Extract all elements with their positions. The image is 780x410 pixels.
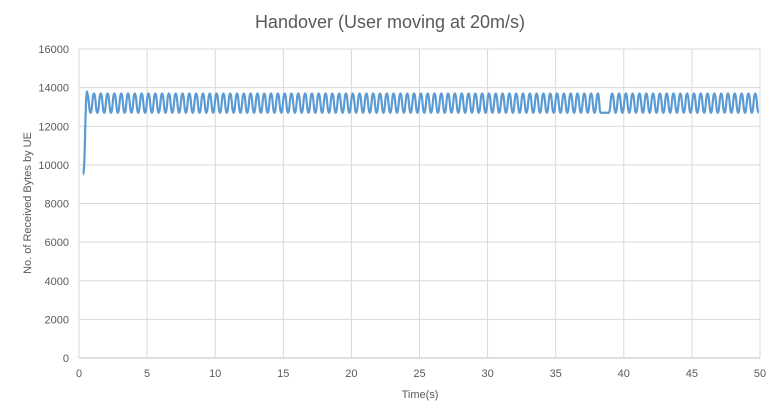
y-tick-label: 12000 [38, 121, 69, 133]
series-line [81, 90, 760, 176]
x-tick-label: 5 [144, 368, 150, 380]
y-axis-ticks: 0 2000 4000 6000 8000 10000 12000 14000 16000 [38, 44, 69, 365]
y-tick-label: 0 [63, 353, 69, 365]
x-tick-label: 20 [345, 368, 357, 380]
y-tick-label: 2000 [45, 314, 69, 326]
chart-title: Handover (User moving at 20m/s) [255, 12, 525, 32]
x-tick-label: 35 [550, 368, 562, 380]
x-tick-label: 30 [481, 368, 493, 380]
x-tick-label: 45 [686, 368, 698, 380]
y-tick-label: 6000 [45, 237, 69, 249]
y-tick-label: 10000 [38, 160, 69, 172]
x-tick-label: 0 [76, 368, 82, 380]
y-axis-label: No. of Received Bytes by UE [22, 132, 34, 274]
y-tick-label: 14000 [38, 83, 69, 95]
y-tick-label: 16000 [38, 44, 69, 56]
x-tick-label: 10 [209, 368, 221, 380]
x-tick-label: 50 [754, 368, 766, 380]
x-tick-label: 15 [277, 368, 289, 380]
y-tick-label: 8000 [45, 199, 69, 211]
x-axis-label: Time(s) [402, 389, 439, 401]
x-tick-label: 40 [618, 368, 630, 380]
y-tick-label: 4000 [45, 276, 69, 288]
x-tick-label: 25 [413, 368, 425, 380]
x-axis-ticks: 0 5 10 15 20 25 30 35 40 45 50 [76, 368, 766, 380]
series-layer [81, 90, 760, 176]
